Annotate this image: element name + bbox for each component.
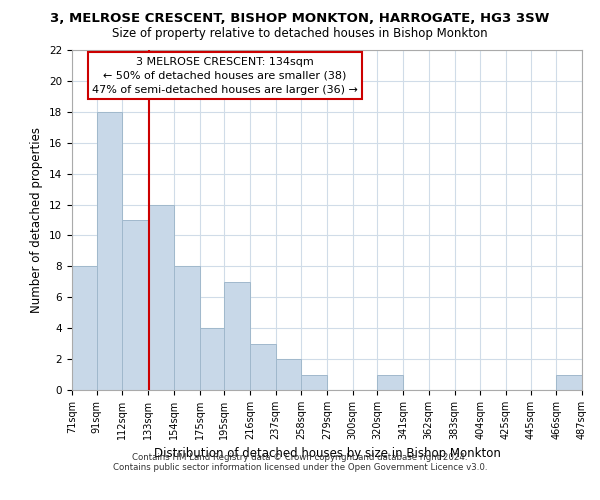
Bar: [275, 359, 301, 390]
Bar: [200, 328, 224, 390]
Bar: [377, 374, 403, 390]
Bar: [148, 204, 174, 390]
Bar: [301, 374, 327, 390]
Text: Contains HM Land Registry data © Crown copyright and database right 2024.: Contains HM Land Registry data © Crown c…: [132, 454, 468, 462]
X-axis label: Distribution of detached houses by size in Bishop Monkton: Distribution of detached houses by size …: [154, 448, 500, 460]
Bar: [97, 112, 122, 390]
Bar: [250, 344, 275, 390]
Y-axis label: Number of detached properties: Number of detached properties: [31, 127, 43, 313]
Bar: [122, 220, 148, 390]
Text: Contains public sector information licensed under the Open Government Licence v3: Contains public sector information licen…: [113, 464, 487, 472]
Text: 3 MELROSE CRESCENT: 134sqm
← 50% of detached houses are smaller (38)
47% of semi: 3 MELROSE CRESCENT: 134sqm ← 50% of deta…: [92, 57, 358, 95]
Bar: [224, 282, 250, 390]
Bar: [72, 266, 97, 390]
Bar: [174, 266, 200, 390]
Text: 3, MELROSE CRESCENT, BISHOP MONKTON, HARROGATE, HG3 3SW: 3, MELROSE CRESCENT, BISHOP MONKTON, HAR…: [50, 12, 550, 26]
Bar: [556, 374, 582, 390]
Text: Size of property relative to detached houses in Bishop Monkton: Size of property relative to detached ho…: [112, 28, 488, 40]
